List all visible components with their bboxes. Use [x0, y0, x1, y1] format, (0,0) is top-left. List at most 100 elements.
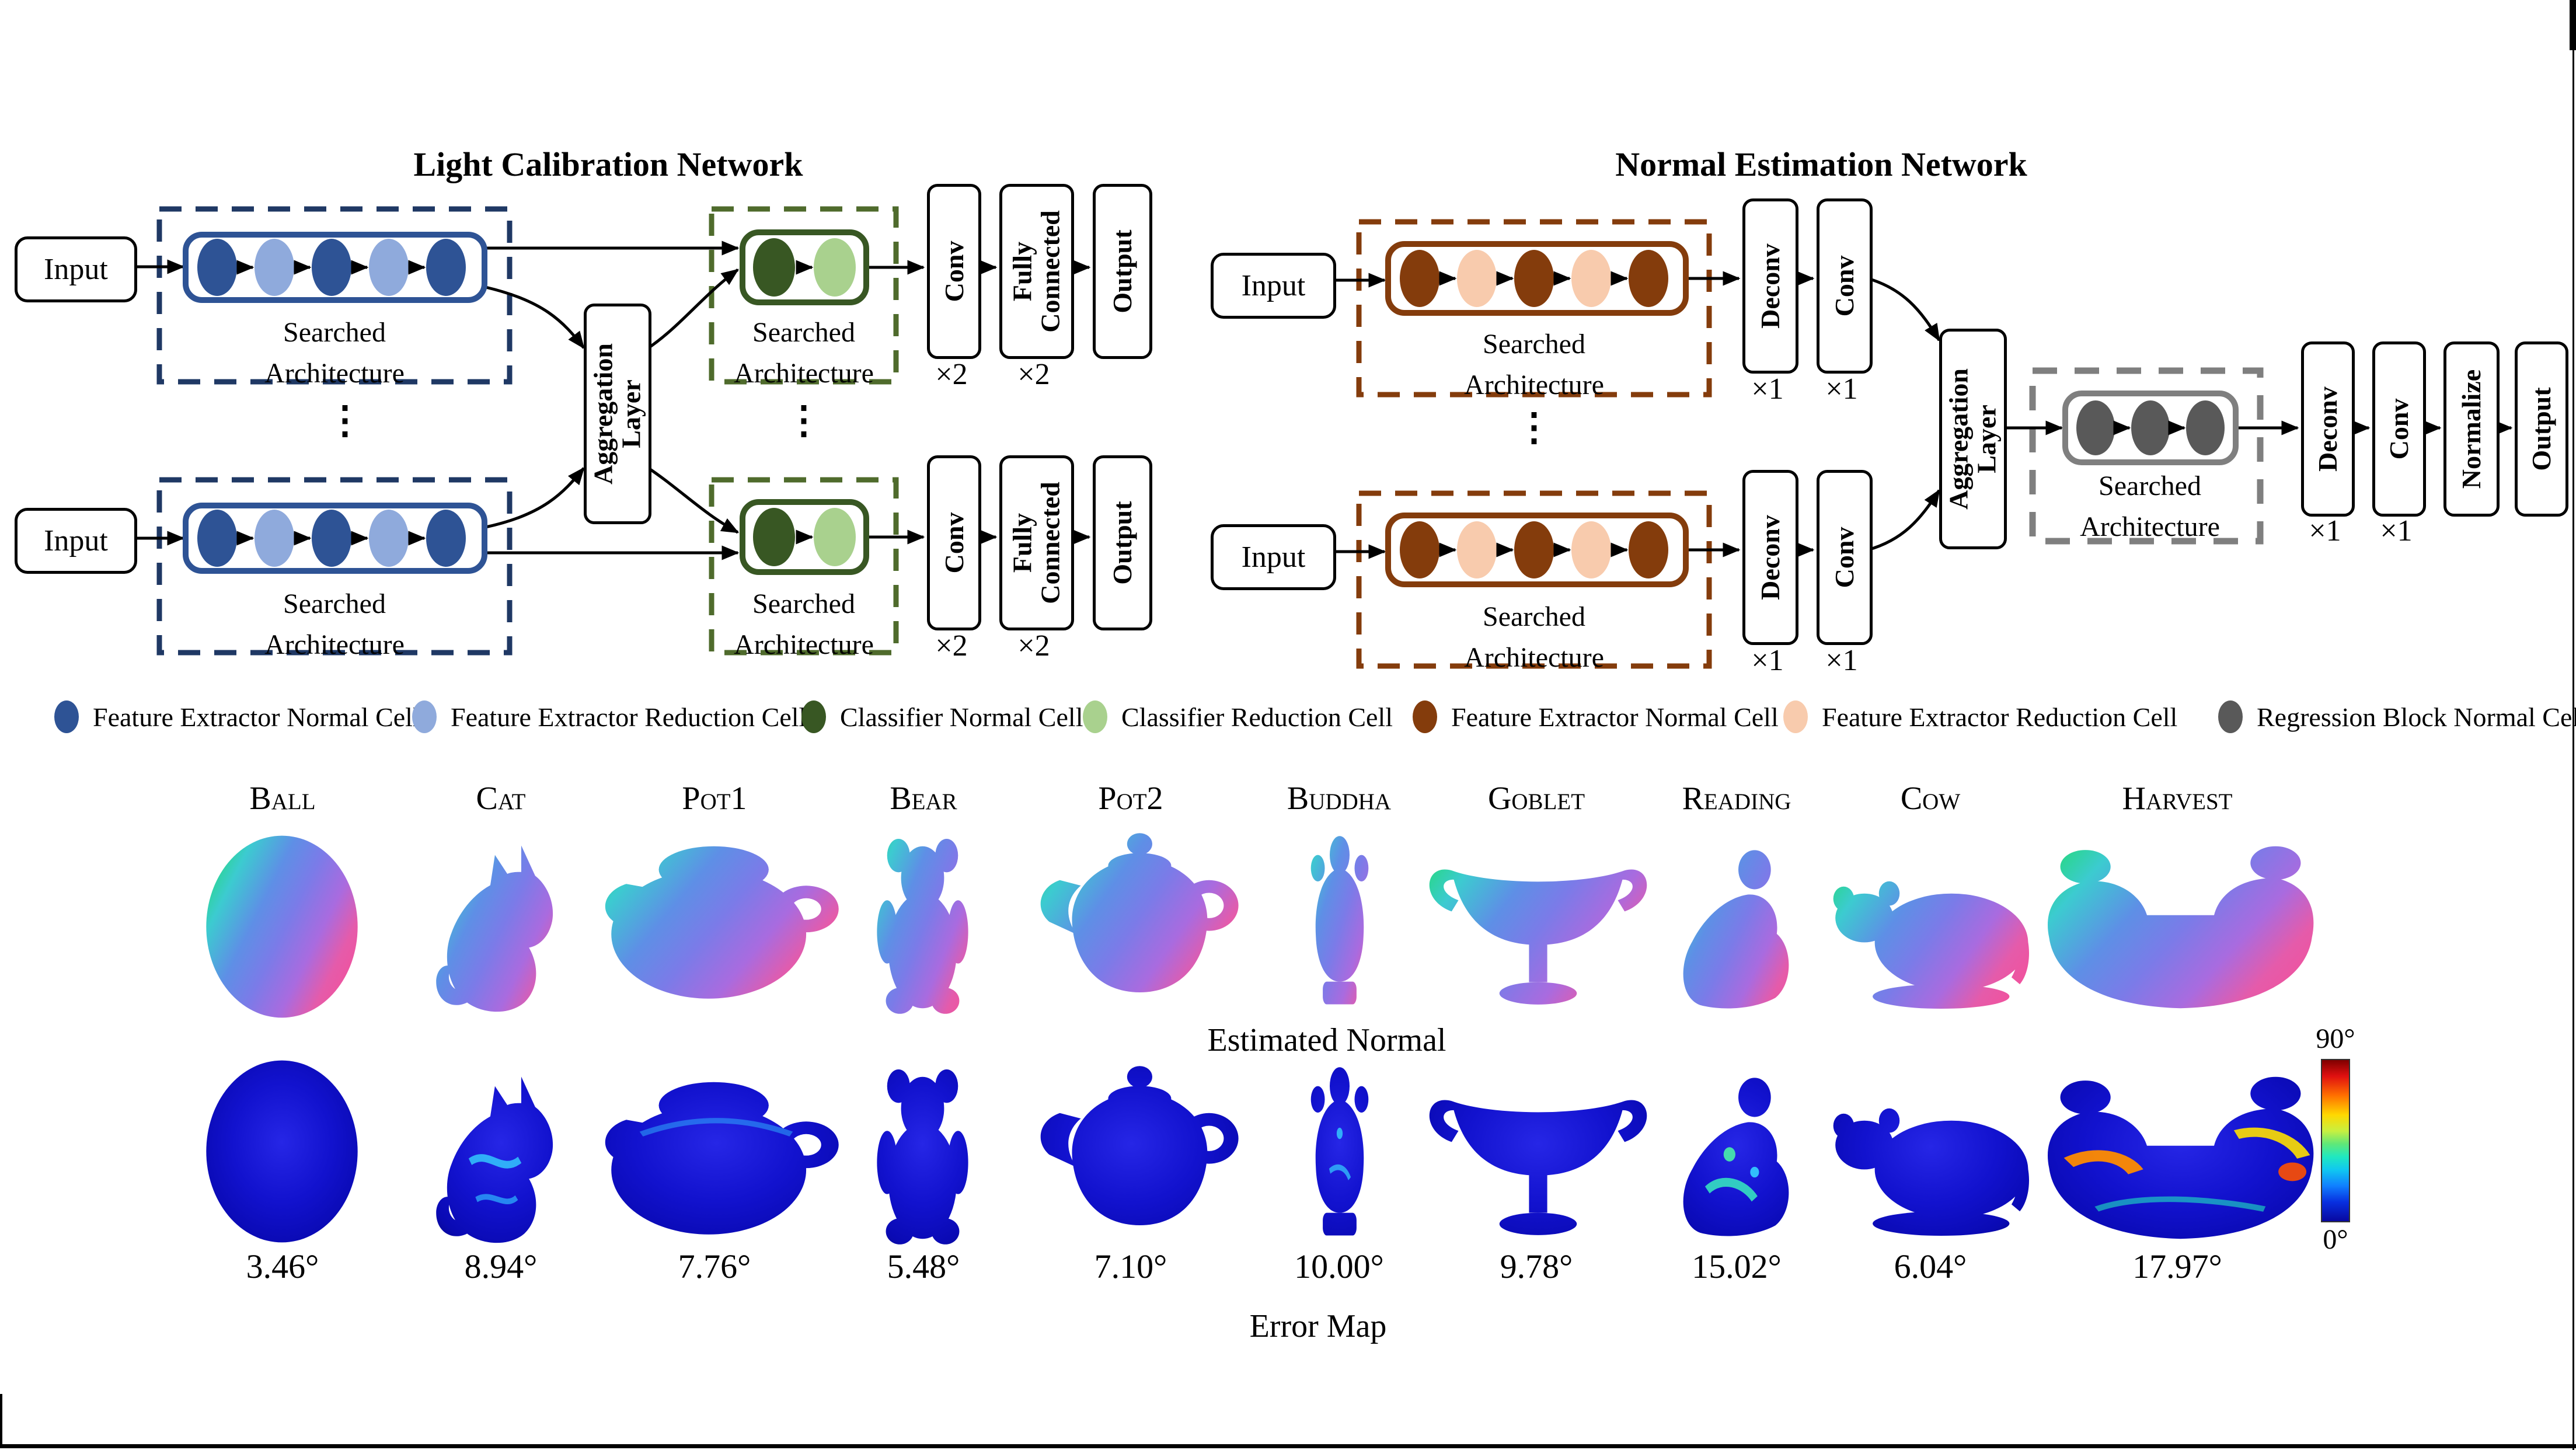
error-value: 17.97° [2132, 1247, 2222, 1285]
cell-dot [2186, 400, 2225, 455]
right-network-title: Normal Estimation Network [1615, 145, 2027, 183]
bottom-page-edge-line [0, 1444, 2576, 1448]
error-map-caption: Error Map [1249, 1308, 1387, 1344]
scrollbar-fragment[interactable] [2570, 0, 2576, 50]
error-value: 3.46° [246, 1247, 319, 1285]
left-input-box-bottom: Input [15, 508, 137, 574]
output-box: Output [1093, 184, 1152, 359]
cell-dot [2131, 400, 2170, 455]
deconv-label: Deconv [1755, 243, 1785, 329]
left-network-title: Light Calibration Network [413, 145, 803, 183]
legend-item: Feature Extractor Reduction Cell [412, 698, 806, 736]
object-name: Harvest [2122, 780, 2233, 817]
conv-box: Conv [1817, 470, 1873, 645]
cell-dot [255, 239, 294, 296]
normal-map-harvest [2047, 846, 2314, 1009]
object-name: Pot1 [682, 780, 747, 817]
legend-item: Feature Extractor Reduction Cell [1783, 698, 2177, 736]
legend-label: Classifier Reduction Cell [1121, 702, 1393, 732]
legend-label: Regression Block Normal Cell [2257, 702, 2576, 732]
searched-arch-label: Searched Architecture [2080, 470, 2220, 542]
deconv-box: Deconv [1742, 198, 1798, 374]
cell-dot [2076, 400, 2115, 455]
deconv-label: Deconv [1755, 515, 1785, 600]
cell-ellipses [197, 238, 2225, 578]
searched-arch-label: Searched Architecture [264, 317, 405, 389]
conv-label: Conv [2383, 398, 2414, 460]
output-label: Output [1107, 501, 1137, 585]
aggregation-layer-label: Aggregation Layer [1943, 368, 2002, 510]
conv-label: Conv [939, 512, 969, 574]
error-colorbar [2321, 1059, 2350, 1222]
error-value: 5.48° [887, 1247, 960, 1285]
input-label: Input [1241, 541, 1306, 574]
normal-map-bear [877, 838, 968, 1014]
normalize-box: Normalize [2443, 341, 2500, 517]
output-label: Output [2526, 387, 2556, 471]
normal-map-goblet [1429, 869, 1647, 1005]
multiplier-label: ×1 [2309, 514, 2341, 548]
error-map-pot2 [1040, 1066, 1239, 1225]
fully-connected-box: Fully Connected [999, 184, 1074, 359]
object-name: Bear [890, 780, 957, 817]
error-value: 8.94° [464, 1247, 538, 1285]
cell-dot [1629, 250, 1668, 307]
conv-label: Conv [939, 240, 969, 302]
cell-dot [1457, 250, 1497, 307]
fully-connected-label: Fully Connected [1007, 482, 1065, 604]
arrow-right-conv1-agg [1867, 277, 1941, 342]
legend-item: Feature Extractor Normal Cell [54, 698, 420, 736]
right-regression-box [2029, 367, 2264, 545]
colorbar-max-label: 90° [2316, 1023, 2355, 1054]
fully-connected-box: Fully Connected [999, 455, 1074, 630]
normal-map-pot2 [1040, 833, 1239, 992]
legend-dot [1783, 700, 1808, 733]
cell-dot [814, 508, 856, 566]
right-feature-extractor-box-top [1356, 219, 1712, 398]
error-map-buddha [1310, 1067, 1369, 1236]
cell-dot [1571, 521, 1611, 578]
output-box: Output [2515, 341, 2568, 517]
error-value: 7.76° [678, 1247, 751, 1285]
cell-dot [312, 510, 351, 567]
connector-arrows [131, 240, 2513, 560]
arrow-agg-to-green2 [646, 465, 740, 534]
legend-label: Feature Extractor Reduction Cell [1822, 702, 2178, 732]
legend-dot [412, 700, 437, 733]
cell-dot [1571, 250, 1611, 307]
searched-arch-label: Searched Architecture [1464, 329, 1604, 400]
multiplier-label: ×2 [935, 358, 968, 391]
dashed-boxes [156, 206, 2264, 669]
right-input-box-bottom: Input [1211, 524, 1336, 590]
right-page-edge-line [2572, 0, 2574, 1450]
legend-dot [1083, 700, 1107, 733]
cell-dot [426, 239, 466, 296]
arrow-left-cell2-to-agg [485, 467, 585, 529]
normalize-label: Normalize [2456, 369, 2486, 489]
error-value: 9.78° [1500, 1247, 1573, 1285]
input-label: Input [44, 524, 108, 557]
error-map-reading [1683, 1078, 1789, 1236]
cell-dot [1629, 521, 1668, 578]
error-value: 7.10° [1094, 1247, 1167, 1285]
estimated-normal-caption: Estimated Normal [1207, 1022, 1446, 1058]
right-feature-extractor-box-bottom [1356, 490, 1712, 669]
input-label: Input [44, 253, 108, 286]
output-label: Output [1107, 229, 1137, 313]
estimated-normal-row [206, 833, 2314, 1018]
aggregation-layer-label: Aggregation Layer [588, 343, 646, 485]
error-map-goblet [1429, 1100, 1647, 1235]
aggregation-layer-box: Aggregation Layer [584, 304, 651, 524]
object-name: Ball [249, 780, 316, 817]
cell-dot [426, 510, 466, 567]
legend-dot [1413, 700, 1437, 733]
cell-dot [753, 508, 795, 566]
object-name: Cow [1900, 780, 1961, 817]
normal-map-ball [206, 835, 358, 1018]
error-map-ball [206, 1060, 358, 1243]
legend-dot [2218, 700, 2243, 733]
multiplier-label: ×1 [1751, 644, 1784, 677]
right-input-box-top: Input [1211, 253, 1336, 319]
legend-dot [801, 700, 826, 733]
conv-label: Conv [1829, 527, 1859, 588]
